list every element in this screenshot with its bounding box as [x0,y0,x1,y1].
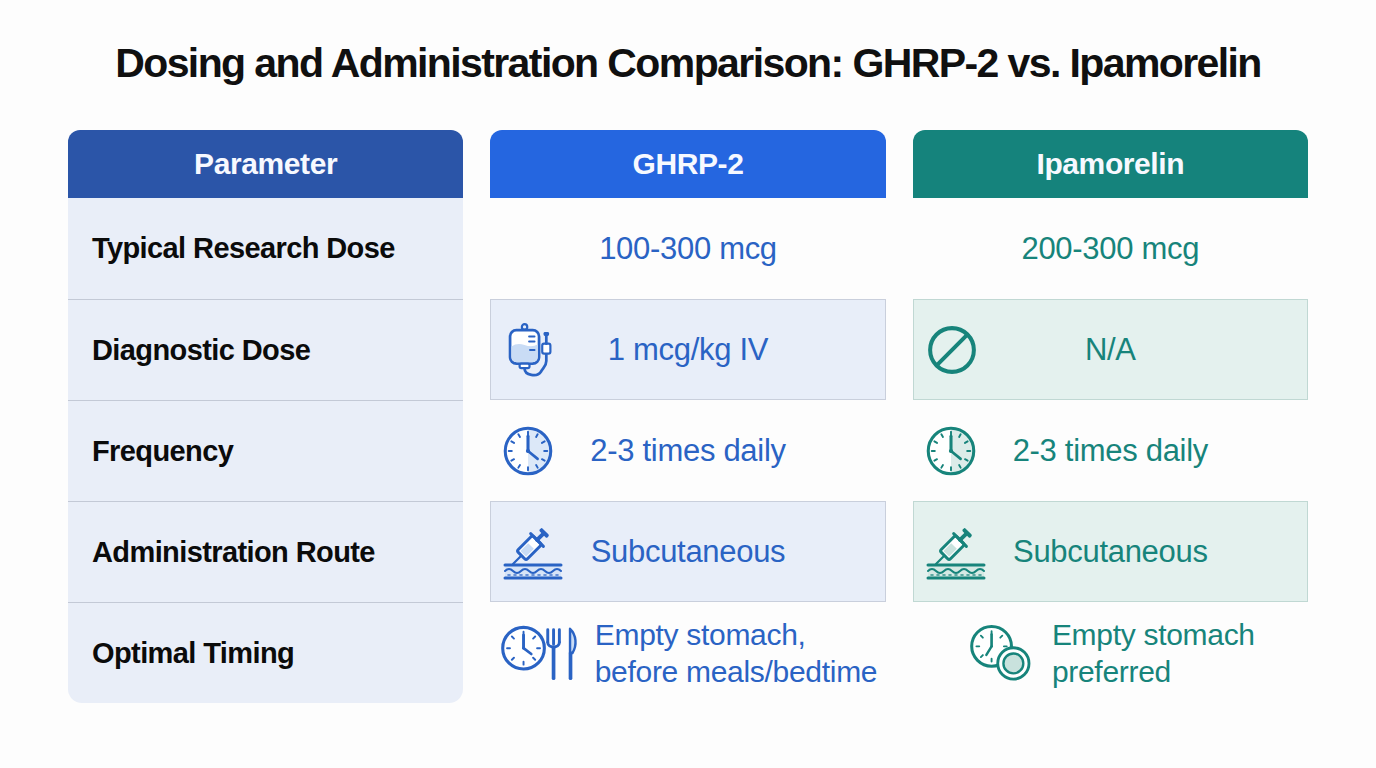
ghrp2-timing-cell: Empty stomach, before meals/bedtime [490,602,885,703]
ipamorelin-diagnostic-dose-value: N/A [1085,332,1136,368]
ipamorelin-route-value: Subcutaneous [1013,534,1208,570]
column-parameter: Parameter Typical Research Dose Diagnost… [68,130,463,703]
column-header-parameter: Parameter [68,130,463,198]
ghrp2-frequency-value: 2-3 times daily [590,433,785,469]
ghrp2-diagnostic-dose-cell: 1 mcg/kg IV [490,299,885,400]
ipamorelin-timing-value: Empty stomach preferred [1052,616,1255,690]
ipamorelin-route-cell: Subcutaneous [913,501,1308,602]
parameter-body-panel: Typical Research Dose Diagnostic Dose Fr… [68,198,463,703]
ipamorelin-typical-dose-value: 200-300 mcg [1021,231,1199,267]
clock-icon [500,423,556,479]
clock-icon [923,423,979,479]
column-header-ghrp2: GHRP-2 [490,130,885,198]
row-label-frequency: Frequency [68,400,463,501]
column-ipamorelin: Ipamorelin 200-300 mcg N/A [913,130,1308,703]
ipamorelin-typical-dose-cell: 200-300 mcg [913,198,1308,299]
ghrp2-route-value: Subcutaneous [591,534,786,570]
row-label-optimal-timing: Optimal Timing [68,602,463,703]
comparison-table: Parameter Typical Research Dose Diagnost… [68,130,1308,703]
ghrp2-typical-dose-value: 100-300 mcg [599,231,777,267]
ipamorelin-diagnostic-dose-cell: N/A [913,299,1308,400]
ghrp2-timing-value: Empty stomach, before meals/bedtime [595,616,878,690]
row-label-diagnostic-dose: Diagnostic Dose [68,299,463,400]
ghrp2-frequency-cell: 2-3 times daily [490,400,885,501]
syringe-icon [501,520,565,584]
ghrp2-route-cell: Subcutaneous [490,501,885,602]
no-entry-icon [924,322,980,378]
column-ghrp2: GHRP-2 100-300 mcg 1 mcg/kg IV [490,130,885,703]
ipamorelin-timing-cell: Empty stomach preferred [913,602,1308,703]
ipamorelin-frequency-cell: 2-3 times daily [913,400,1308,501]
syringe-icon [924,520,988,584]
clock-plate-icon [966,622,1038,684]
iv-bag-icon [501,321,559,379]
row-label-administration-route: Administration Route [68,501,463,602]
ghrp2-typical-dose-cell: 100-300 mcg [490,198,885,299]
ghrp2-diagnostic-dose-value: 1 mcg/kg IV [608,332,768,368]
row-label-typical-research-dose: Typical Research Dose [68,198,463,299]
column-header-ipamorelin: Ipamorelin [913,130,1308,198]
ipamorelin-frequency-value: 2-3 times daily [1013,433,1208,469]
clock-utensils-icon [499,622,581,684]
page-title: Dosing and Administration Comparison: GH… [40,40,1336,87]
